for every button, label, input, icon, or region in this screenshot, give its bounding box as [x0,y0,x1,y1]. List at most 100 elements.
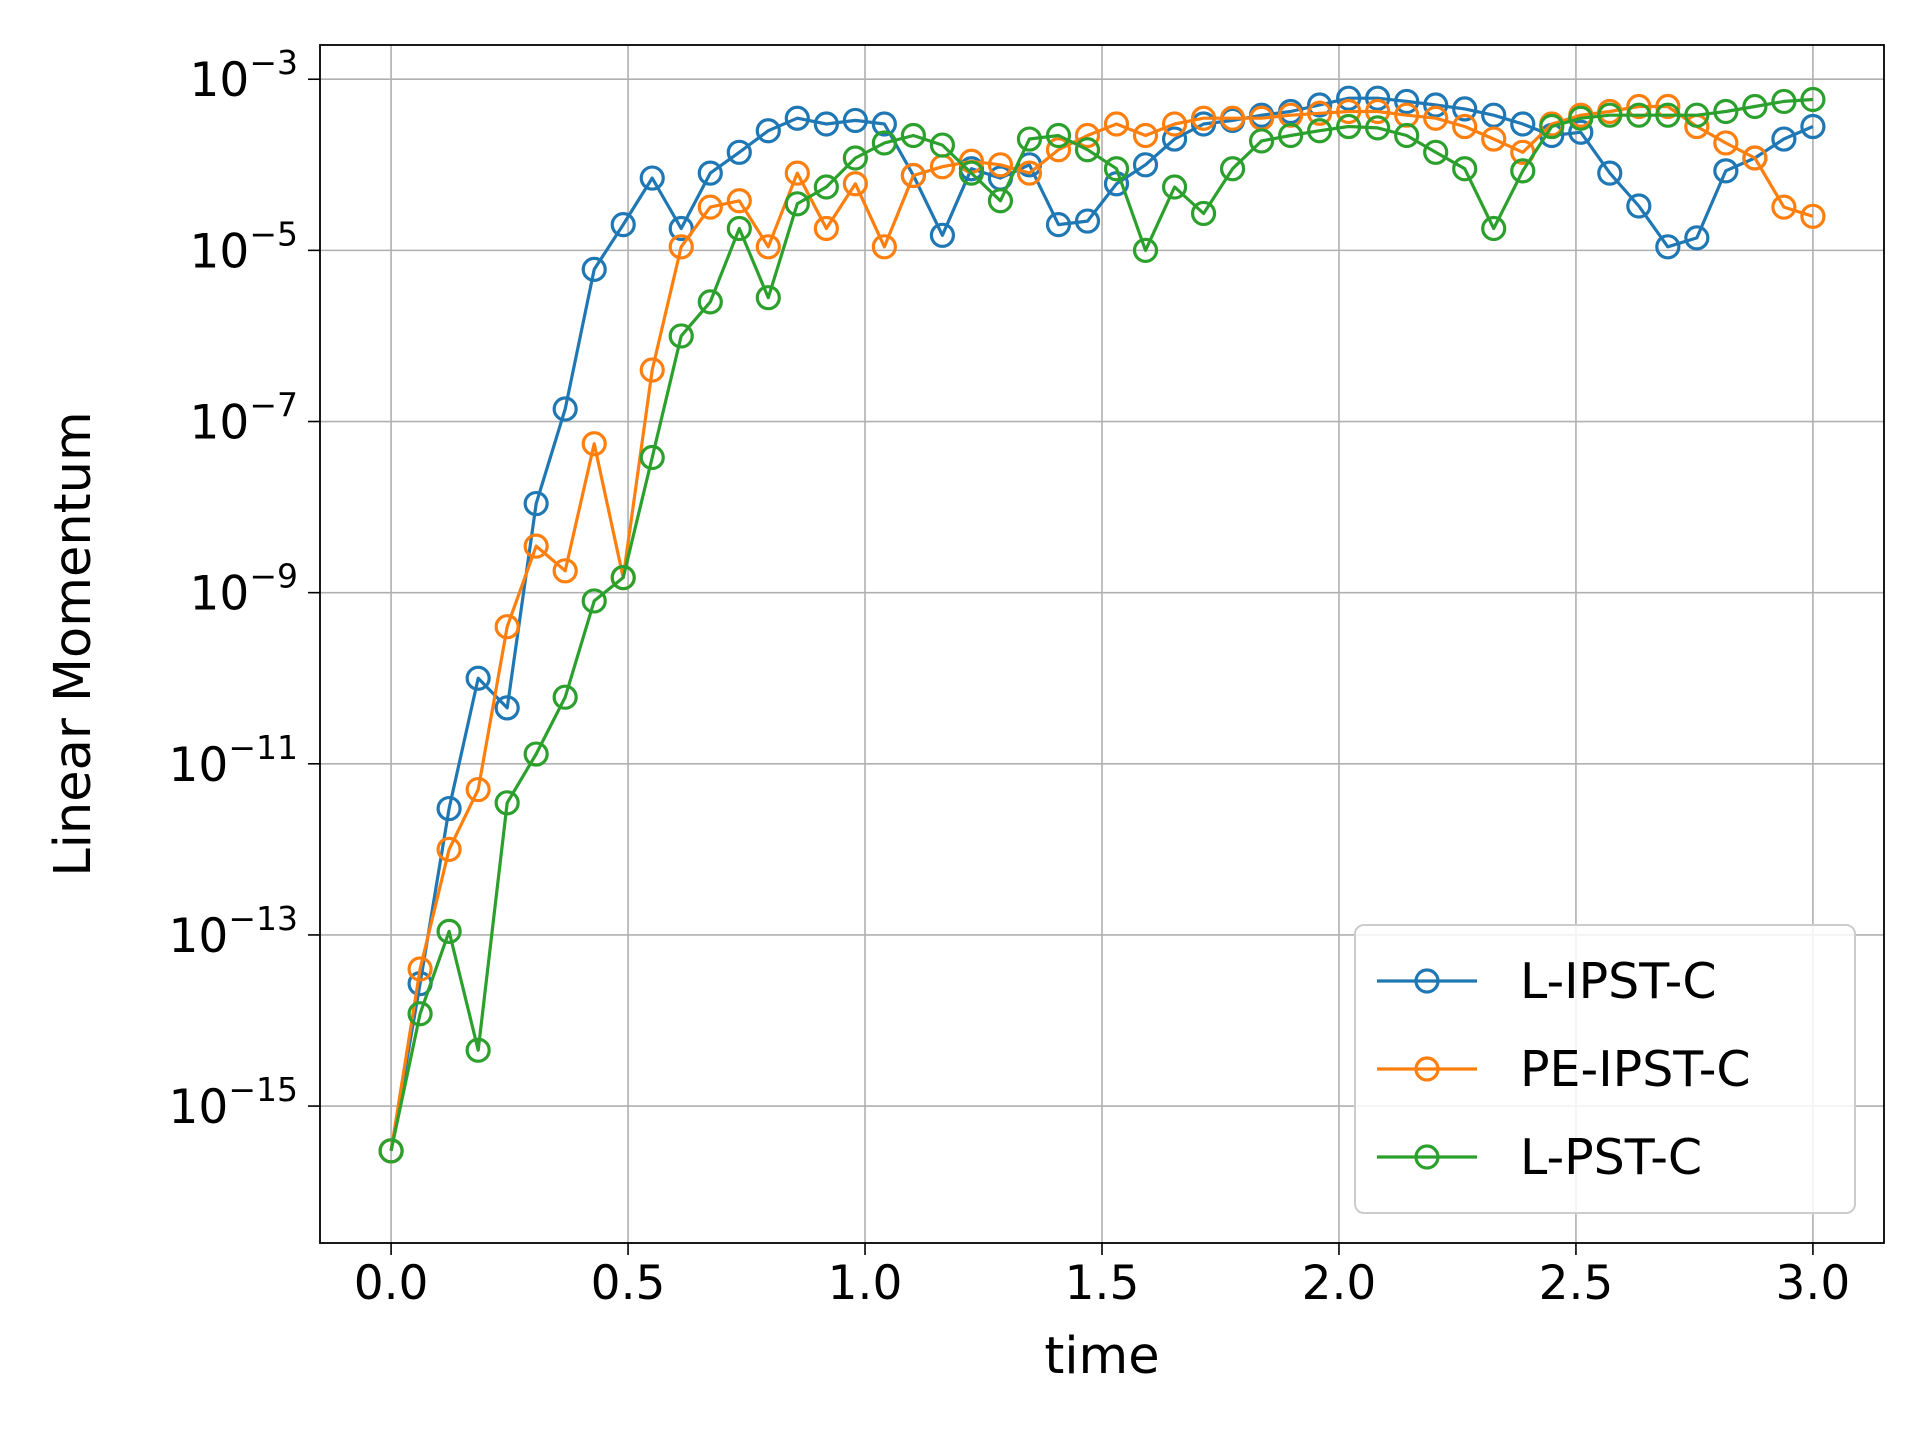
data-point-l-ipst-c [1568,119,1594,145]
data-point-l-pst-c [1655,102,1681,128]
data-point-pe-ipst-c [813,215,839,242]
data-point-l-pst-c [1771,88,1797,115]
data-point-l-pst-c [1423,139,1449,165]
data-point-pe-ipst-c [755,234,781,260]
data-point-l-pst-c [813,174,839,200]
data-point-pe-ipst-c [900,162,926,189]
x-tick-label: 0.0 [354,1256,429,1311]
data-point-l-pst-c [1452,156,1478,182]
data-point-l-pst-c [581,588,607,614]
legend: L-IPST-C PE-IPST-C L-PST-C [1354,924,1856,1214]
data-point-l-ipst-c [1452,96,1478,122]
data-point-l-ipst-c [1394,88,1420,115]
data-point-pe-ipst-c [465,776,491,803]
y-tick-label: 10−3 [190,43,298,108]
data-point-l-ipst-c [1655,234,1681,260]
data-point-l-ipst-c [436,795,462,822]
x-axis-label: time [1044,1327,1159,1386]
data-point-l-pst-c [1626,102,1652,128]
legend-marker [1414,968,1440,994]
data-point-l-ipst-c [1336,85,1362,111]
data-point-l-ipst-c [1074,208,1101,234]
data-point-l-ipst-c [523,490,549,517]
legend-label: PE-IPST-C [1520,1041,1751,1098]
legend-marker [1414,1056,1440,1082]
data-point-l-pst-c [726,215,752,242]
data-point-l-pst-c [1336,113,1362,140]
data-point-l-ipst-c [929,222,956,248]
data-point-l-ipst-c [755,118,781,144]
data-point-l-pst-c [436,918,462,945]
legend-entry-l-ipst-c: L-IPST-C [1377,953,1717,1010]
series-layer [378,85,1826,1164]
data-point-l-pst-c [378,1138,404,1164]
data-point-l-pst-c [958,160,985,186]
data-point-l-ipst-c [726,139,752,165]
data-point-l-ipst-c [813,111,839,137]
data-point-l-ipst-c [465,665,491,691]
legend-entry-l-pst-c: L-PST-C [1377,1129,1702,1186]
data-point-l-pst-c [1016,126,1043,152]
data-point-pe-ipst-c [1103,111,1130,137]
data-point-l-pst-c [1713,98,1739,125]
data-point-pe-ipst-c [1336,98,1362,125]
data-point-l-ipst-c [552,396,578,422]
data-point-l-ipst-c [1423,92,1449,118]
data-point-l-pst-c [639,444,665,471]
series-l-pst-c [378,86,1826,1164]
data-point-l-pst-c [1045,122,1072,149]
data-point-l-pst-c [610,564,636,591]
grid [320,45,1884,1243]
y-tick-label: 10−9 [190,557,298,622]
data-point-l-ipst-c [639,165,665,191]
legend-marker [1414,1144,1440,1170]
data-point-pe-ipst-c [407,956,433,982]
data-point-l-ipst-c [1307,92,1333,118]
y-tick-label: 10−7 [190,386,298,451]
data-point-l-pst-c [784,191,810,217]
data-point-pe-ipst-c [494,614,520,640]
data-point-l-pst-c [697,289,723,315]
data-point-l-ipst-c [1713,158,1739,184]
data-point-l-pst-c [1481,215,1507,242]
data-point-pe-ipst-c [842,171,868,197]
x-tick-label: 2.5 [1539,1256,1614,1311]
data-point-pe-ipst-c [1278,102,1304,128]
y-tick-label: 10−15 [169,1070,298,1135]
data-point-pe-ipst-c [1771,194,1797,220]
data-point-l-pst-c [1103,156,1130,182]
data-point-pe-ipst-c [1016,160,1043,186]
data-point-l-pst-c [1074,137,1101,163]
data-point-l-pst-c [1161,174,1188,200]
data-point-l-ipst-c [1161,126,1188,152]
data-point-l-ipst-c [1597,160,1623,186]
data-point-l-ipst-c [1771,126,1797,152]
y-axis-label: Linear Momentum [44,411,103,876]
data-point-pe-ipst-c [1074,122,1101,149]
x-tick-label: 2.0 [1302,1256,1377,1311]
ticks: 0.0 0.5 1.0 1.5 2.0 2.5 3.0 10−3 10−5 10−7 10−9 10−… [169,43,1851,1311]
data-point-pe-ipst-c [1452,113,1478,140]
data-point-l-pst-c [552,684,578,710]
series-l-ipst-c [378,85,1826,1164]
data-point-l-pst-c [523,741,549,767]
data-point-pe-ipst-c [784,160,810,186]
data-point-l-pst-c [1190,200,1217,227]
data-point-l-pst-c [1365,115,1391,141]
y-tick-label: 10−11 [169,728,298,793]
data-point-l-pst-c [1539,113,1565,140]
data-point-l-pst-c [1394,122,1420,149]
data-point-l-pst-c [668,323,694,349]
data-point-pe-ipst-c [1481,126,1507,152]
data-point-l-ipst-c [697,160,723,186]
x-tick-label: 1.0 [828,1256,903,1311]
data-point-l-ipst-c [668,215,694,242]
data-point-l-pst-c [1510,158,1536,184]
data-point-pe-ipst-c [1161,111,1188,137]
data-point-l-ipst-c [610,212,636,238]
data-point-pe-ipst-c [668,234,694,260]
data-point-pe-ipst-c [523,533,549,559]
data-point-pe-ipst-c [1365,98,1391,125]
data-point-pe-ipst-c [436,836,462,862]
data-point-pe-ipst-c [1800,203,1826,229]
